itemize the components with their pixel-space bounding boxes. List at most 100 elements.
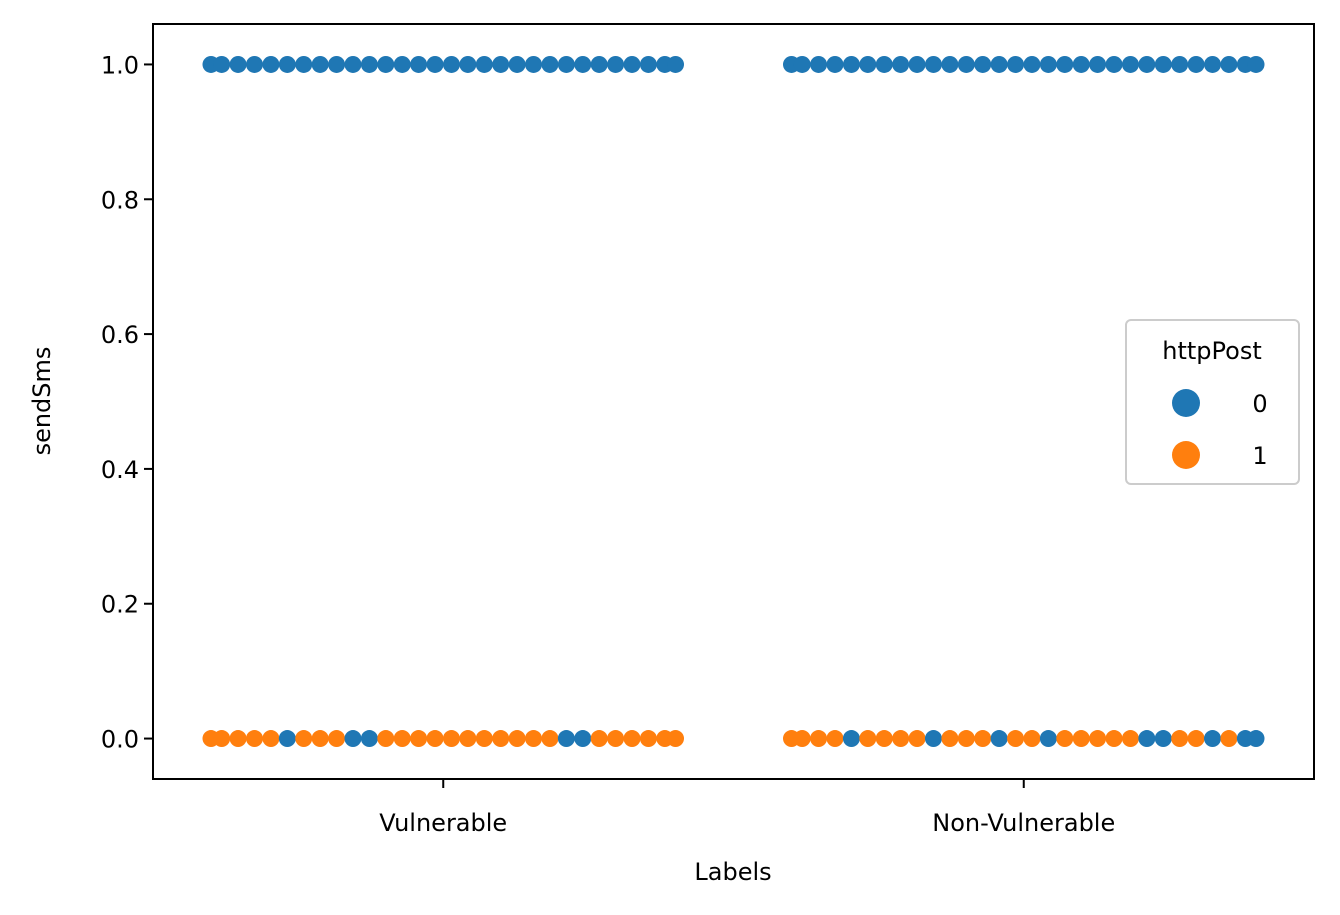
data-point xyxy=(541,55,559,73)
data-point xyxy=(508,730,526,748)
data-point xyxy=(623,730,641,748)
data-point xyxy=(311,730,329,748)
data-point xyxy=(360,730,378,748)
y-axis-label: sendSms xyxy=(28,347,56,456)
data-point xyxy=(541,730,559,748)
data-point xyxy=(213,730,231,748)
data-point xyxy=(793,730,811,748)
data-point xyxy=(1056,55,1074,73)
data-point xyxy=(667,55,685,73)
data-point xyxy=(908,55,926,73)
data-point xyxy=(607,730,625,748)
y-axis: 0.0 0.2 0.4 0.6 0.8 1.0 xyxy=(101,51,153,754)
data-point xyxy=(1105,55,1123,73)
data-point xyxy=(590,55,608,73)
data-point xyxy=(1121,730,1139,748)
data-point xyxy=(607,55,625,73)
data-point xyxy=(1220,730,1238,748)
data-point xyxy=(1171,55,1189,73)
data-point xyxy=(492,730,510,748)
y-tick-label: 0.0 xyxy=(101,726,139,754)
data-point xyxy=(1056,730,1074,748)
x-tick-label: Vulnerable xyxy=(379,809,507,837)
data-point xyxy=(908,730,926,748)
data-point xyxy=(826,55,844,73)
legend-marker xyxy=(1172,389,1200,417)
x-tick-label: Non-Vulnerable xyxy=(932,809,1115,837)
data-point xyxy=(1204,730,1222,748)
data-point xyxy=(1089,55,1107,73)
data-point xyxy=(1187,55,1205,73)
data-point xyxy=(344,730,362,748)
data-point xyxy=(875,730,893,748)
data-point xyxy=(1138,730,1156,748)
data-point xyxy=(1171,730,1189,748)
data-point xyxy=(393,55,411,73)
data-point xyxy=(410,730,428,748)
data-point xyxy=(924,730,942,748)
y-tick-label: 1.0 xyxy=(101,51,139,79)
data-point xyxy=(639,730,657,748)
data-point xyxy=(459,55,477,73)
data-point xyxy=(892,55,910,73)
data-point xyxy=(990,55,1008,73)
x-axis: Vulnerable Non-Vulnerable xyxy=(379,779,1115,837)
data-point xyxy=(475,730,493,748)
data-point xyxy=(295,730,313,748)
data-point xyxy=(590,730,608,748)
data-point xyxy=(213,55,231,73)
data-point xyxy=(508,55,526,73)
data-point xyxy=(810,730,828,748)
data-point xyxy=(859,730,877,748)
data-point xyxy=(245,730,263,748)
data-point xyxy=(442,55,460,73)
data-point xyxy=(892,730,910,748)
data-point xyxy=(1039,730,1057,748)
data-point xyxy=(1154,730,1172,748)
data-point xyxy=(229,55,247,73)
y-tick-label: 0.8 xyxy=(101,186,139,214)
data-point xyxy=(1247,730,1265,748)
data-point xyxy=(557,55,575,73)
data-point xyxy=(1007,55,1025,73)
data-point xyxy=(842,730,860,748)
data-point xyxy=(278,730,296,748)
data-point xyxy=(639,55,657,73)
legend-title: httpPost xyxy=(1162,337,1261,365)
data-point xyxy=(393,730,411,748)
data-point xyxy=(990,730,1008,748)
data-point xyxy=(525,55,543,73)
legend-entries: 01 xyxy=(1172,389,1268,470)
data-point xyxy=(1187,730,1205,748)
data-point xyxy=(492,55,510,73)
data-point xyxy=(810,55,828,73)
data-point xyxy=(1089,730,1107,748)
data-point xyxy=(826,730,844,748)
data-points xyxy=(202,55,1265,748)
data-point xyxy=(941,730,959,748)
data-point xyxy=(442,730,460,748)
y-tick-label: 0.6 xyxy=(101,321,139,349)
data-point xyxy=(974,730,992,748)
data-point xyxy=(377,55,395,73)
data-point xyxy=(793,55,811,73)
data-point xyxy=(1154,55,1172,73)
data-point xyxy=(667,730,685,748)
data-point xyxy=(941,55,959,73)
data-point xyxy=(1039,55,1057,73)
data-point xyxy=(426,55,444,73)
legend-label: 1 xyxy=(1252,442,1267,470)
y-tick-label: 0.2 xyxy=(101,591,139,619)
data-point xyxy=(328,55,346,73)
data-point xyxy=(859,55,877,73)
data-point xyxy=(875,55,893,73)
data-point xyxy=(360,55,378,73)
data-point xyxy=(1072,730,1090,748)
data-point xyxy=(344,55,362,73)
x-axis-label: Labels xyxy=(694,858,771,886)
legend-frame xyxy=(1125,319,1300,485)
data-point xyxy=(311,55,329,73)
data-point xyxy=(957,55,975,73)
data-point xyxy=(475,55,493,73)
data-point xyxy=(1247,55,1265,73)
